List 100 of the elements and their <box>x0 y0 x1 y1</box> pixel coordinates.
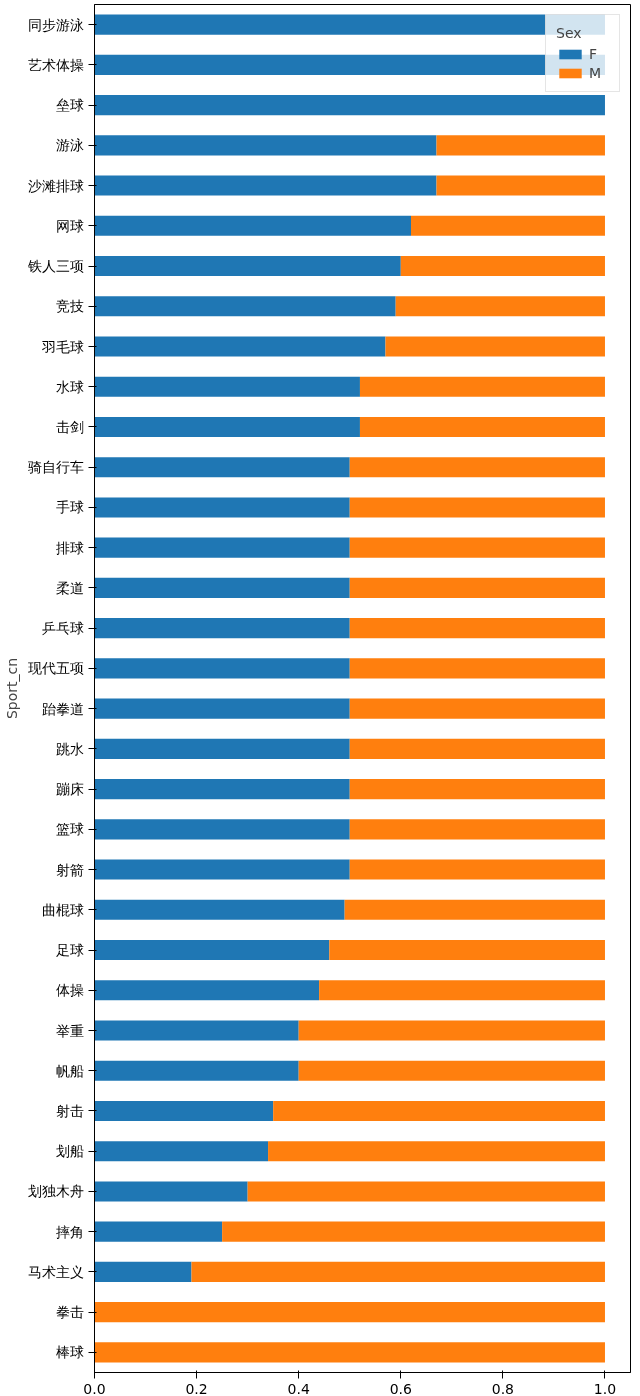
y-tick-label: 体操 <box>55 982 84 999</box>
y-tick-label: 现代五项 <box>27 660 84 677</box>
bar <box>94 658 350 679</box>
bar <box>349 577 605 598</box>
bar <box>268 1141 605 1162</box>
y-tick-label: 铁人三项 <box>26 258 84 275</box>
legend-label: M <box>589 65 603 81</box>
bar <box>349 497 605 518</box>
y-axis-title: Sport_cn <box>3 657 20 720</box>
y-tick-label: 摔角 <box>55 1223 84 1240</box>
bar <box>436 175 605 196</box>
y-tick-label: 水球 <box>55 378 84 395</box>
bar <box>94 980 320 1001</box>
bar <box>94 577 350 598</box>
bar <box>359 376 605 397</box>
bar <box>385 336 605 357</box>
x-tick-label: 0.2 <box>185 1380 208 1396</box>
bar <box>349 658 605 679</box>
bar <box>94 1020 299 1041</box>
bar <box>94 416 360 438</box>
bar <box>349 819 605 840</box>
x-tick-label: 0.0 <box>83 1380 106 1396</box>
bar <box>436 135 605 156</box>
y-tick-label: 乒乓球 <box>41 620 84 637</box>
y-tick-label: 篮球 <box>55 821 84 838</box>
y-tick-label: 棒球 <box>55 1344 84 1361</box>
y-tick-label: 网球 <box>55 217 84 234</box>
bar <box>94 899 345 920</box>
bar <box>94 819 350 840</box>
bar <box>94 859 350 880</box>
y-tick-label: 帆船 <box>55 1062 84 1079</box>
y-tick-label: 射箭 <box>55 861 84 878</box>
bar <box>395 296 605 317</box>
bar <box>411 215 605 236</box>
bar <box>94 215 411 236</box>
bar <box>273 1100 605 1122</box>
x-tick-label: 1.0 <box>593 1380 617 1396</box>
bar <box>94 1221 223 1242</box>
bar <box>94 1100 274 1122</box>
bar <box>247 1181 605 1202</box>
bar <box>94 1302 605 1323</box>
y-tick-label: 拳击 <box>55 1304 84 1321</box>
bar <box>94 175 437 196</box>
y-tick-label: 竞技 <box>55 298 84 315</box>
y-tick-label: 举重 <box>55 1022 84 1039</box>
y-tick-label: 柔道 <box>55 579 84 596</box>
bar <box>94 135 437 156</box>
bar <box>298 1060 605 1081</box>
y-tick-label: 手球 <box>55 499 84 516</box>
y-tick-label: 排球 <box>55 539 84 556</box>
y-tick-label: 曲棍球 <box>41 901 84 918</box>
legend-label: F <box>589 46 599 62</box>
bar <box>349 618 605 639</box>
bar <box>191 1261 605 1282</box>
bar <box>94 698 350 719</box>
bar <box>94 457 350 478</box>
bar <box>349 698 605 719</box>
x-tick-label: 0.6 <box>389 1380 413 1396</box>
y-tick-label: 跆拳道 <box>41 700 84 717</box>
bar <box>222 1221 605 1242</box>
y-tick-label: 足球 <box>55 942 84 959</box>
y-tick-label: 羽毛球 <box>40 338 84 355</box>
y-tick-label: 同步游泳 <box>27 16 84 33</box>
bar <box>94 497 350 518</box>
bar <box>94 296 396 317</box>
bar <box>94 1141 269 1162</box>
bar <box>298 1020 605 1041</box>
bar <box>349 779 605 800</box>
y-tick-label: 游泳 <box>55 137 84 154</box>
y-tick-label: 射击 <box>55 1102 84 1119</box>
bar <box>329 939 605 961</box>
bar <box>94 618 350 639</box>
bar <box>94 537 350 558</box>
y-tick-label: 马术主义 <box>27 1263 84 1280</box>
bar <box>94 1342 605 1363</box>
legend-title: Sex <box>556 25 583 41</box>
bar <box>94 376 360 397</box>
bar <box>94 95 605 116</box>
bar <box>94 779 350 800</box>
bar <box>400 255 605 277</box>
bar <box>94 1060 299 1081</box>
x-tick-label: 0.4 <box>287 1380 310 1396</box>
bar <box>344 899 605 920</box>
y-tick-label: 蹦床 <box>55 781 84 798</box>
y-tick-label: 跳水 <box>55 740 84 757</box>
bar <box>349 537 605 558</box>
bar <box>349 738 605 759</box>
y-tick-label: 击剑 <box>55 418 84 435</box>
bar <box>94 1181 248 1202</box>
y-tick-label: 艺术体操 <box>27 56 84 73</box>
bar <box>349 457 605 478</box>
y-tick-label: 垒球 <box>55 97 84 114</box>
bar <box>94 1261 192 1282</box>
y-tick-label: 沙滩排球 <box>27 177 84 194</box>
bar <box>319 980 605 1001</box>
bar <box>94 939 330 961</box>
bar <box>359 416 605 438</box>
x-tick-label: 0.8 <box>491 1380 515 1396</box>
bar <box>94 738 350 759</box>
bar <box>94 255 401 277</box>
